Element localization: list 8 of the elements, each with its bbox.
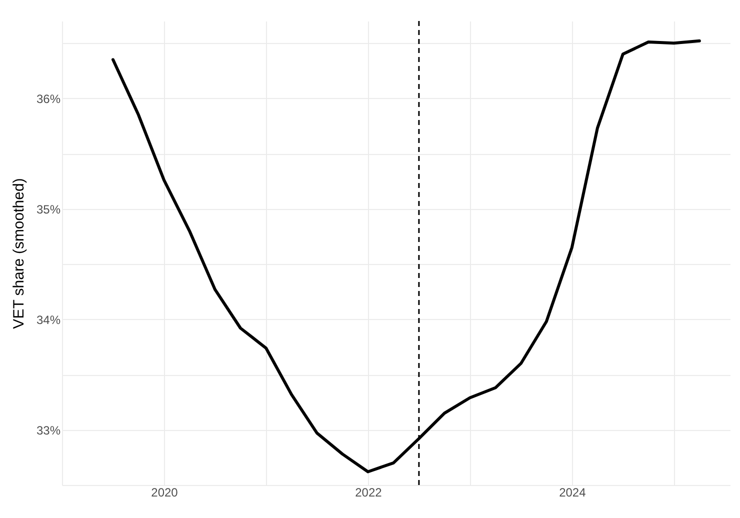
y-tick-label: 34%: [36, 312, 61, 327]
x-tick-label: 2020: [151, 486, 178, 500]
x-tick-label: 2022: [355, 486, 382, 500]
y-tick-label: 36%: [36, 92, 61, 106]
x-tick-label: 2024: [559, 486, 586, 500]
y-axis-title: VET share (smoothed): [10, 178, 28, 329]
y-tick-label: 35%: [36, 202, 61, 216]
y-tick-label: 33%: [36, 423, 61, 438]
